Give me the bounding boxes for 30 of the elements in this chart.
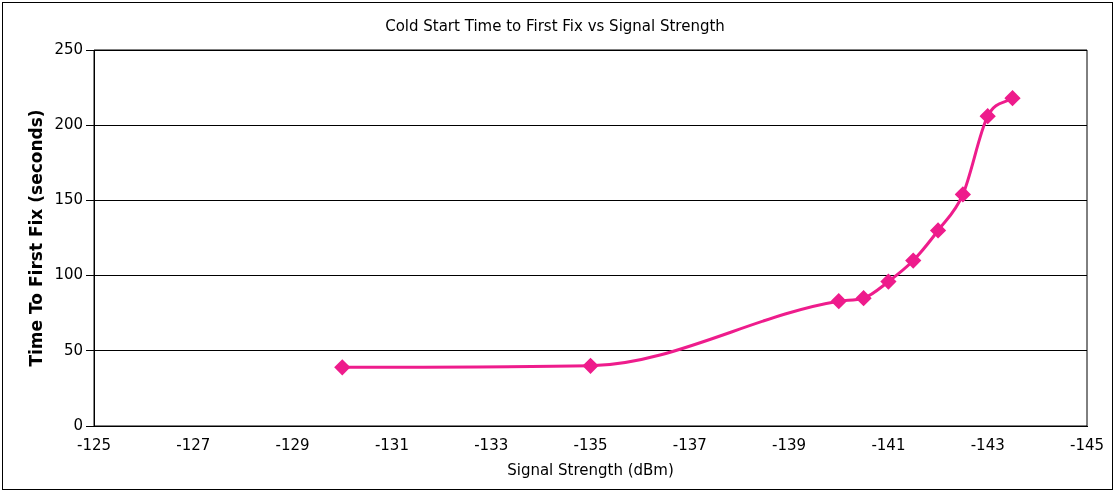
y-tick-label: 200 <box>54 115 84 134</box>
y-axis-title: Time To First Fix (seconds) <box>25 109 46 367</box>
point <box>583 358 599 374</box>
x-tick-label: -129 <box>275 435 310 454</box>
x-tick-label: -131 <box>374 435 409 454</box>
y-tick-label: 0 <box>73 415 84 434</box>
point <box>880 274 896 290</box>
y-tick-label: 100 <box>54 265 84 284</box>
point <box>930 222 946 238</box>
x-tick-label: -135 <box>573 435 608 454</box>
point <box>955 186 971 202</box>
x-tick-label: -145 <box>1069 435 1105 454</box>
point <box>980 108 996 124</box>
x-tick-label: -133 <box>474 435 509 454</box>
x-axis-title: Signal Strength (dBm) <box>507 460 674 479</box>
chart-title: Cold Start Time to First Fix vs Signal Strength <box>385 16 725 35</box>
x-tick-label: -137 <box>672 435 707 454</box>
y-tick-label: 150 <box>54 190 84 209</box>
x-tick-label: -127 <box>176 435 211 454</box>
point <box>856 290 872 306</box>
y-tick-label: 50 <box>63 340 84 359</box>
x-tick-label: -143 <box>970 435 1005 454</box>
x-tick-label: -141 <box>871 435 906 454</box>
point <box>1005 90 1021 106</box>
x-tick-label: -125 <box>77 435 112 454</box>
point <box>831 293 847 309</box>
y-tick-label: 250 <box>54 39 84 58</box>
x-tick-label: -139 <box>772 435 807 454</box>
point <box>334 359 350 375</box>
point <box>905 253 921 269</box>
